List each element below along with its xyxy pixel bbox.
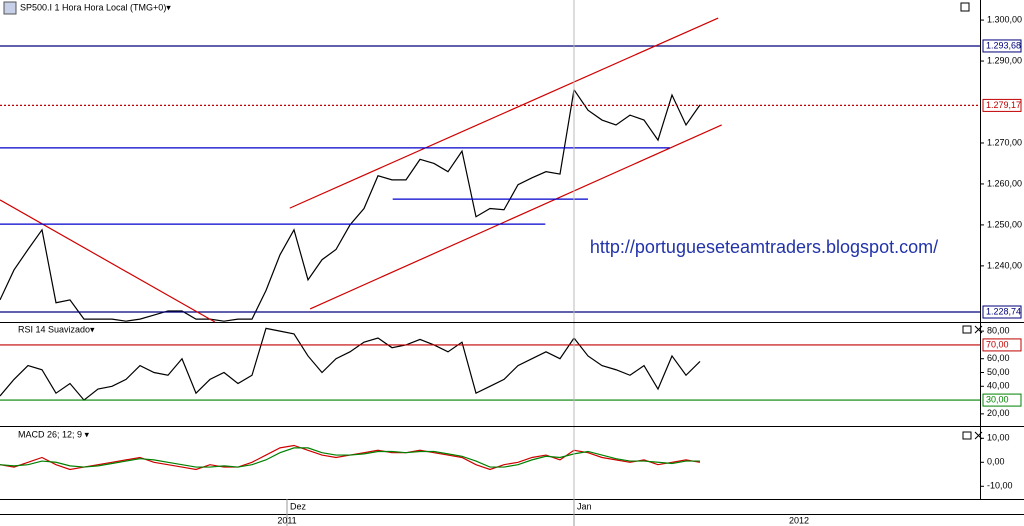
level-label: 30,00	[986, 394, 1009, 404]
indicator-title[interactable]: RSI 14 Suavizado▾	[18, 324, 95, 334]
plot-area	[0, 444, 701, 471]
maximize-button[interactable]	[962, 431, 972, 440]
y-tick-label: 1.240,00	[987, 260, 1022, 270]
level-label: 1.279,17	[986, 100, 1021, 110]
y-tick-label: 60,00	[987, 353, 1010, 363]
y-tick-label: 1.290,00	[987, 55, 1022, 65]
y-tick-label: -10,00	[987, 481, 1013, 491]
level-label-box	[982, 39, 1022, 53]
y-tick-label: 40,00	[987, 381, 1010, 391]
y-tick-label: 50,00	[987, 367, 1010, 377]
data-line	[0, 327, 701, 401]
trend-line	[309, 124, 722, 310]
y-tick-label: 0,00	[987, 457, 1005, 467]
level-label-box	[982, 338, 1022, 352]
plot-area	[0, 327, 701, 401]
symbol-icon[interactable]	[3, 1, 17, 15]
y-tick-label: 10,00	[987, 433, 1010, 443]
y-tick-label: 20,00	[987, 408, 1010, 418]
level-label: 1.228,74	[986, 306, 1021, 316]
indicator-title[interactable]: MACD 26; 12; 9 ▾	[18, 429, 90, 439]
level-label: 70,00	[986, 339, 1009, 349]
series-line	[0, 447, 700, 468]
trend-line	[289, 17, 719, 209]
y-tick-label: 1.300,00	[987, 14, 1022, 24]
annotation: http://portugueseteamtraders.blogspot.co…	[590, 237, 938, 257]
year-label: 2011	[277, 515, 296, 525]
data-line	[0, 88, 701, 322]
y-tick-label: 1.270,00	[987, 137, 1022, 147]
maximize-button[interactable]	[962, 325, 972, 334]
close-button[interactable]	[974, 325, 983, 334]
chart-title[interactable]: SP500.I 1 Hora Hora Local (TMG+0)▾	[20, 2, 171, 12]
level-label-box	[982, 393, 1022, 407]
year-label: 2012	[789, 515, 809, 525]
y-tick-label: 80,00	[987, 326, 1010, 336]
level-label: 1.293,68	[986, 40, 1021, 50]
level-label-box	[982, 305, 1022, 319]
level-label-box	[982, 98, 1022, 112]
x-tick-label: Dez	[290, 501, 307, 511]
plot-area	[0, 88, 701, 322]
y-tick-label: 1.260,00	[987, 178, 1022, 188]
y-tick-label: 1.250,00	[987, 219, 1022, 229]
trend-line	[0, 199, 216, 323]
maximize-button[interactable]	[960, 2, 970, 12]
x-tick-label: Jan	[577, 501, 592, 511]
